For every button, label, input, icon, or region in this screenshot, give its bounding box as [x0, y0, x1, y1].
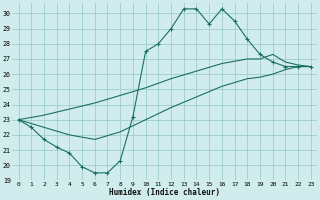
X-axis label: Humidex (Indice chaleur): Humidex (Indice chaleur)	[109, 188, 220, 197]
